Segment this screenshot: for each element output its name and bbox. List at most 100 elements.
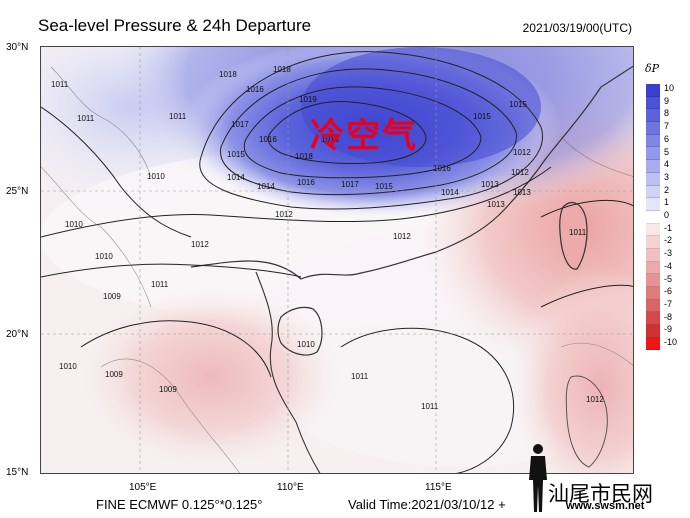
isobar-label: 1011 bbox=[51, 80, 69, 89]
datetime-label: 2021/03/19/00(UTC) bbox=[522, 21, 632, 35]
lat-label-30n: 30°N bbox=[6, 42, 29, 53]
colorbar-level-label: -6 bbox=[664, 286, 673, 297]
colorbar-segment bbox=[646, 287, 660, 300]
colorbar-level-label: 2 bbox=[664, 184, 670, 195]
isobar-label: 1009 bbox=[159, 385, 177, 394]
isobar-label: 1010 bbox=[95, 252, 113, 261]
coastline-hainan bbox=[277, 306, 323, 356]
isobar-label: 1018 bbox=[295, 152, 313, 161]
fine-contours bbox=[41, 66, 633, 473]
colorbar-level-label: -3 bbox=[664, 248, 673, 259]
lon-label-105e: 105°E bbox=[129, 482, 157, 493]
colorbar-segment bbox=[646, 160, 660, 173]
colorbar-segment bbox=[646, 122, 660, 135]
colorbar-segment bbox=[646, 261, 660, 275]
isobar-label: 1012 bbox=[275, 210, 293, 219]
isobar-label: 1013 bbox=[513, 188, 531, 197]
colorbar-segment bbox=[646, 337, 660, 351]
colorbar-level-label: 0 bbox=[664, 210, 670, 220]
isobar-label: 1010 bbox=[147, 172, 165, 181]
colorbar-level-label: -7 bbox=[664, 298, 673, 309]
model-label: FINE ECMWF 0.125°*0.125° bbox=[96, 497, 263, 512]
isobar-label: 1017 bbox=[341, 180, 359, 189]
colorbar-level-label: 9 bbox=[664, 95, 670, 106]
colorbar-level-label: -8 bbox=[664, 311, 673, 322]
colorbar bbox=[646, 84, 660, 351]
colorbar-segment bbox=[646, 223, 660, 237]
colorbar-segment bbox=[646, 248, 660, 262]
isobar-label: 1015 bbox=[509, 100, 527, 109]
colorbar-level-label: 5 bbox=[664, 146, 670, 157]
colorbar-segment bbox=[646, 134, 660, 148]
pressure-map: 1016 1018 1018 1019 1017 1016 1015 1014 … bbox=[40, 46, 634, 474]
isobars bbox=[41, 51, 633, 473]
colorbar-segment bbox=[646, 236, 660, 249]
isobar-label: 1014 bbox=[227, 173, 245, 182]
chart-title: Sea-level Pressure & 24h Departure bbox=[38, 16, 312, 35]
isobar-label: 1015 bbox=[473, 112, 491, 121]
lat-label-25n: 25°N bbox=[6, 186, 29, 197]
isobar-label: 1015 bbox=[375, 182, 393, 191]
colorbar-level-label: 10 bbox=[664, 83, 675, 93]
colorbar-segment bbox=[646, 185, 660, 199]
isobar-label: 1011 bbox=[151, 280, 169, 289]
colorbar-segment bbox=[646, 312, 660, 326]
watermark-name: 汕尾市民网 bbox=[548, 482, 653, 506]
isobar-label: 1016 bbox=[246, 85, 264, 94]
colorbar-level-label: 4 bbox=[664, 159, 670, 170]
colorbar-level-label: 7 bbox=[664, 121, 670, 132]
isobar-label: 1012 bbox=[586, 395, 604, 404]
isobar-label: 1013 bbox=[487, 200, 505, 209]
isobar-label: 1010 bbox=[59, 362, 77, 371]
isobar-label: 1019 bbox=[299, 95, 317, 104]
colorbar-level-label: -2 bbox=[664, 235, 673, 246]
isobar-label: 1017 bbox=[231, 120, 249, 129]
isobar-label: 1012 bbox=[393, 232, 411, 241]
isobar-label: 1010 bbox=[65, 220, 83, 229]
isobar-label: 1012 bbox=[511, 168, 529, 177]
valid-time-label: Valid Time:2021/03/10/12 + bbox=[348, 497, 506, 512]
colorbar-level-label: -10 bbox=[664, 337, 678, 347]
isobar-label: 1009 bbox=[105, 370, 123, 379]
graticule bbox=[41, 47, 633, 473]
isobar-label: 1009 bbox=[103, 292, 121, 301]
isobar-label: 1011 bbox=[569, 228, 587, 237]
colorbar-level-label: 1 bbox=[664, 197, 670, 208]
colorbar-level-label: -9 bbox=[664, 324, 673, 335]
person-silhouette-icon bbox=[529, 444, 547, 512]
warm-anomaly-southwest bbox=[81, 287, 341, 467]
colorbar-level-label: -4 bbox=[664, 260, 673, 271]
lat-label-15n: 15°N bbox=[6, 467, 29, 478]
isobar-label: 1016 bbox=[259, 135, 277, 144]
isobar-label: 1014 bbox=[257, 182, 275, 191]
isobar-label: 1012 bbox=[513, 148, 531, 157]
colorbar-level-label: 8 bbox=[664, 108, 670, 119]
colorbar-level-label: -5 bbox=[664, 273, 673, 284]
colorbar-segment bbox=[646, 325, 660, 338]
colorbar-segment bbox=[646, 172, 660, 186]
map-canvas: 1016 1018 1018 1019 1017 1016 1015 1014 … bbox=[41, 47, 633, 473]
lat-label-20n: 20°N bbox=[6, 329, 29, 340]
isobar-label: 1015 bbox=[227, 150, 245, 159]
isobar-label: 1011 bbox=[351, 372, 369, 381]
isobar-label: 1011 bbox=[169, 112, 187, 121]
isobar-label: 1011 bbox=[77, 114, 95, 123]
isobar-label: 1013 bbox=[481, 180, 499, 189]
coastline-vietnam bbox=[255, 271, 321, 473]
colorbar-segment bbox=[646, 147, 660, 161]
cold-air-annotation: 冷空气 bbox=[310, 116, 418, 156]
colorbar-title: δP bbox=[645, 62, 660, 75]
isobar-label: 1014 bbox=[441, 188, 459, 197]
isobar-label: 1011 bbox=[421, 402, 439, 411]
isobar-label: 1016 bbox=[297, 178, 315, 187]
isobar-label: 1016 bbox=[433, 164, 451, 173]
colorbar-segment bbox=[646, 210, 660, 224]
colorbar-segment bbox=[646, 299, 660, 313]
colorbar-segment bbox=[646, 96, 660, 110]
lon-label-110e: 110°E bbox=[277, 482, 304, 493]
coastline-taiwan bbox=[559, 202, 588, 270]
isobar-label: 1018 bbox=[219, 70, 237, 79]
colorbar-segment bbox=[646, 274, 660, 287]
isobar-labels: 1016 1018 1018 1019 1017 1016 1015 1014 … bbox=[51, 65, 604, 411]
colorbar-level-label: -1 bbox=[664, 222, 673, 233]
